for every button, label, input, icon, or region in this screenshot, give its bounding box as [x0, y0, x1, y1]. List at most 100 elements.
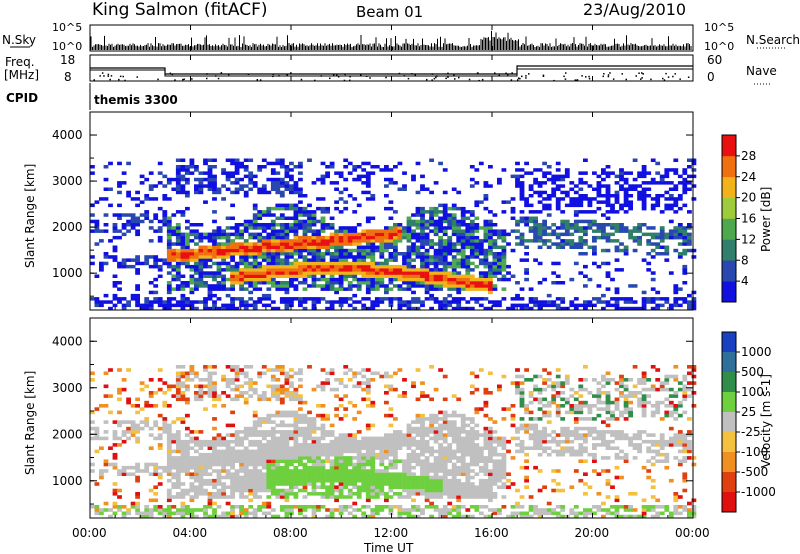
velocity-cell: [302, 452, 308, 457]
power-cell: [293, 235, 299, 240]
power-cell: [483, 281, 489, 285]
power-cell: [469, 184, 475, 188]
velocity-cell: [230, 365, 235, 369]
velocity-cell: [180, 482, 186, 486]
power-cell: [474, 242, 480, 246]
power-cell: [293, 261, 299, 266]
power-cell: [573, 297, 579, 301]
velocity-cell: [180, 371, 186, 376]
velocity-cell: [316, 508, 321, 512]
velocity-cell: [248, 488, 254, 493]
power-cell: [261, 252, 267, 256]
velocity-cell: [266, 482, 272, 486]
power-cell: [279, 232, 285, 237]
velocity-cell: [275, 436, 281, 441]
power-cell: [587, 197, 593, 201]
power-cell: [243, 264, 249, 269]
nave-dot: [118, 78, 120, 81]
power-cell: [266, 258, 272, 262]
power-cell: [492, 258, 498, 262]
velocity-cell: [393, 446, 398, 450]
power-cell: [583, 300, 588, 304]
power-cell: [438, 210, 443, 214]
power-cell: [189, 281, 195, 285]
velocity-cell: [325, 417, 330, 421]
velocity-cell: [365, 426, 371, 431]
power-cell: [320, 261, 326, 266]
power-cell: [334, 281, 339, 285]
velocity-cell: [379, 446, 385, 450]
velocity-cell: [212, 478, 217, 483]
power-cell: [307, 284, 312, 288]
velocity-cell: [270, 391, 276, 395]
power-cell: [560, 306, 566, 311]
power-cell: [469, 252, 475, 256]
velocity-cell: [139, 381, 145, 385]
power-cell: [677, 226, 683, 230]
power-cell: [180, 248, 186, 253]
velocity-cell: [225, 452, 231, 457]
power-cell: [492, 261, 498, 266]
power-cell: [302, 300, 308, 304]
velocity-cell: [257, 417, 263, 421]
velocity-cell: [325, 446, 330, 450]
velocity-cell: [370, 465, 376, 470]
power-cell: [370, 216, 376, 220]
power-cell: [112, 274, 118, 278]
power-cell: [162, 223, 168, 227]
velocity-cell: [411, 498, 416, 503]
power-cell: [519, 168, 525, 172]
power-cell: [659, 226, 665, 230]
velocity-cell: [243, 400, 249, 405]
power-cell: [293, 165, 299, 169]
power-cell: [212, 229, 217, 233]
power-cell: [252, 261, 258, 266]
power-cell: [171, 287, 177, 291]
power-cell: [379, 245, 385, 249]
power-cell: [682, 268, 688, 272]
power-cell: [293, 219, 299, 224]
velocity-cell: [411, 485, 416, 489]
power-cell: [320, 210, 326, 214]
velocity-cell: [393, 439, 398, 444]
power-cell: [438, 252, 443, 256]
velocity-cell: [275, 397, 281, 402]
power-cell: [592, 303, 597, 308]
power-cell: [614, 268, 620, 272]
power-cell: [270, 229, 276, 233]
power-cell: [307, 203, 312, 208]
velocity-cell: [212, 384, 217, 389]
velocity-cell: [347, 439, 353, 444]
power-cell: [569, 245, 575, 249]
power-cell: [488, 219, 493, 224]
velocity-cell: [311, 465, 317, 470]
velocity-cell: [239, 478, 244, 483]
power-cell: [243, 274, 249, 278]
power-cell: [189, 255, 195, 259]
velocity-cell: [406, 495, 412, 499]
power-cell: [384, 261, 389, 266]
power-cell: [139, 303, 145, 308]
nave-dot: [278, 75, 280, 77]
velocity-cell: [144, 404, 150, 408]
velocity-cell: [234, 482, 240, 486]
power-cell: [370, 229, 376, 233]
power-cell: [316, 261, 321, 266]
power-cell: [365, 245, 371, 249]
velocity-cell: [166, 387, 172, 392]
power-cell: [266, 210, 272, 214]
velocity-cell: [225, 469, 231, 473]
power-cell: [406, 300, 412, 304]
power-cell: [388, 268, 394, 272]
velocity-cell: [388, 485, 394, 489]
velocity-cell: [365, 378, 371, 382]
power-cell: [284, 306, 290, 311]
power-cell: [279, 161, 285, 166]
velocity-cell: [347, 505, 353, 509]
nave-dot: [542, 75, 545, 77]
power-cell: [361, 271, 367, 275]
power-cell: [528, 194, 534, 198]
power-cell: [573, 219, 579, 224]
power-cell: [429, 293, 434, 298]
power-cell: [311, 271, 317, 275]
